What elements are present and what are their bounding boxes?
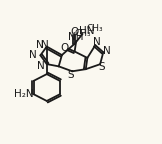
Text: HN: HN bbox=[79, 26, 94, 36]
Text: N: N bbox=[103, 46, 110, 56]
Text: N: N bbox=[29, 50, 37, 60]
Text: CH₃: CH₃ bbox=[86, 24, 103, 33]
Text: NH: NH bbox=[68, 32, 83, 42]
Text: H₂N: H₂N bbox=[14, 89, 34, 99]
Text: N: N bbox=[36, 60, 44, 71]
Text: S: S bbox=[98, 62, 105, 72]
Text: N: N bbox=[36, 40, 43, 50]
Text: O: O bbox=[60, 43, 68, 53]
Text: N: N bbox=[93, 37, 101, 47]
Text: CH₃: CH₃ bbox=[74, 29, 91, 38]
Text: N: N bbox=[41, 40, 49, 50]
Text: S: S bbox=[67, 70, 74, 80]
Text: O: O bbox=[70, 27, 79, 37]
